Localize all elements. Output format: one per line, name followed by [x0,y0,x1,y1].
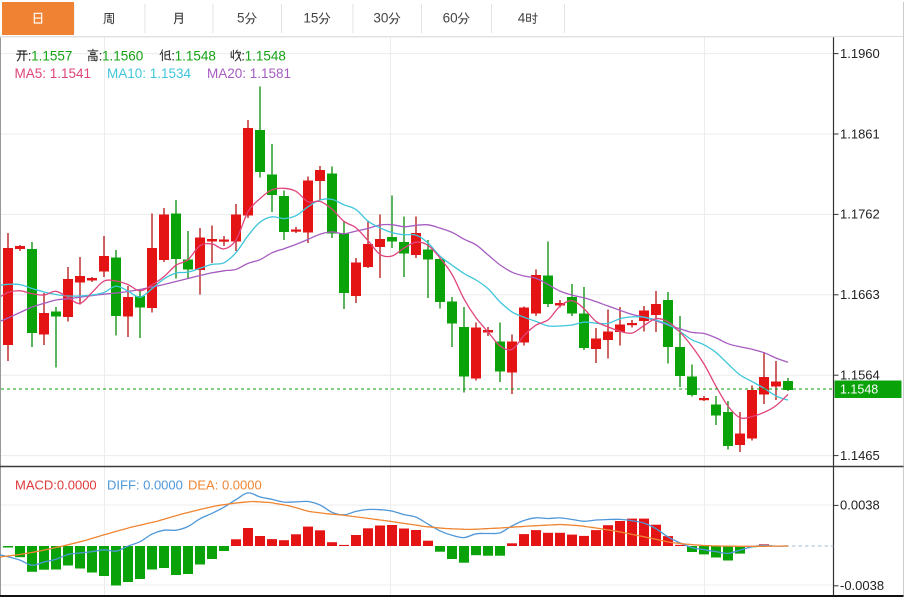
svg-text:DIFF: 0.0000: DIFF: 0.0000 [107,478,183,493]
svg-text:MA5: 1.1541: MA5: 1.1541 [15,66,92,81]
svg-text:1.1465: 1.1465 [840,448,880,463]
svg-text:4: 4 [518,11,526,26]
svg-text:1.1663: 1.1663 [840,287,880,302]
svg-text:30: 30 [373,11,388,26]
svg-text::: : [171,49,175,64]
svg-text::: : [28,49,32,64]
svg-text:DEA: 0.0000: DEA: 0.0000 [188,478,262,493]
svg-text:5: 5 [237,11,245,26]
svg-text:1.1560: 1.1560 [102,49,143,64]
svg-text:1.1548: 1.1548 [840,383,878,397]
svg-text:-0.0038: -0.0038 [840,578,884,593]
svg-text:1.1557: 1.1557 [31,49,72,64]
svg-text::: : [99,49,103,64]
svg-text:1.1960: 1.1960 [840,46,880,61]
svg-text:MA20: 1.1581: MA20: 1.1581 [207,66,291,81]
svg-text:MACD:0.0000: MACD:0.0000 [15,478,97,493]
svg-text::: : [241,49,245,64]
svg-text:1.1861: 1.1861 [840,126,880,141]
svg-text:1.1564: 1.1564 [840,368,880,383]
svg-text:MA10: 1.1534: MA10: 1.1534 [107,66,192,81]
svg-text:1.1548: 1.1548 [175,49,216,64]
svg-text:1.1762: 1.1762 [840,207,880,222]
svg-text:1.1548: 1.1548 [245,49,286,64]
svg-text:15: 15 [303,11,318,26]
svg-text:60: 60 [443,11,458,26]
svg-text:0.0038: 0.0038 [840,498,880,513]
